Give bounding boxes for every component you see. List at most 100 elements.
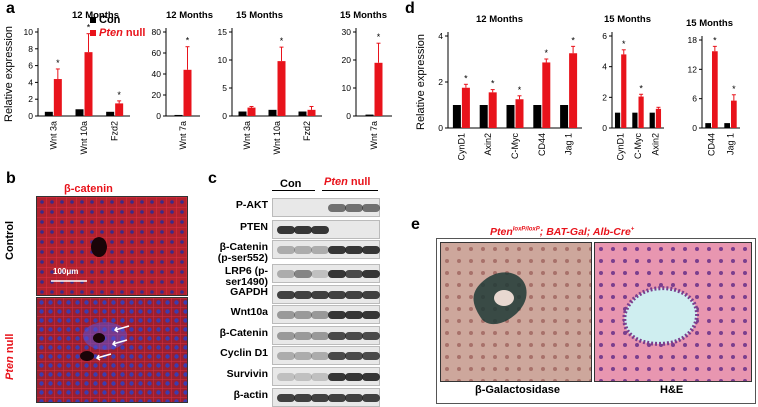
blot-band (362, 270, 380, 278)
blot-label: β-Catenin (219, 327, 268, 339)
y-tick-label: 40 (152, 69, 162, 79)
blot-strip (272, 285, 380, 304)
blot-band (277, 332, 295, 340)
x-tick-label: Wnt 7a (178, 121, 188, 150)
blot-label: β-actin (233, 389, 268, 401)
blot-strip (272, 346, 380, 365)
blot-band (311, 373, 329, 381)
y-tick-label: 60 (152, 48, 162, 58)
x-tick-label: Wnt 7a (369, 121, 379, 150)
panel-b-row-pten-rest: null (4, 333, 16, 357)
y-tick-label: 30 (342, 27, 352, 37)
bar-pten (84, 52, 93, 116)
blot-label: Survivin (226, 368, 268, 380)
legend-con-swatch (90, 17, 96, 23)
blot-pten-bracket (322, 190, 378, 191)
chart-a-3: 15 Months 0 10 20 30 * Wnt 7a (340, 10, 392, 150)
blot-band (277, 394, 295, 402)
pten-duct (93, 333, 105, 343)
blot-band (345, 394, 363, 402)
significance-mark: * (87, 23, 91, 33)
blot-band (345, 332, 363, 340)
blot-band (311, 246, 329, 254)
panel-b-row-pten: Pten null (4, 334, 16, 380)
bar-pten (53, 79, 62, 116)
panel-label-d: d (405, 0, 415, 17)
y-tick-label: 10 (218, 55, 228, 65)
panel-label-c: c (208, 170, 217, 187)
x-tick-label: CynD1 (456, 133, 466, 161)
blot-col-pten-rest: null (347, 176, 371, 188)
genotype-pten: Pten (490, 226, 513, 238)
bar-con (705, 123, 711, 128)
blot-col-pten: Pten null (324, 176, 370, 188)
he-texture (595, 243, 751, 381)
blot-band (328, 332, 346, 340)
y-tick-label: 5 (222, 83, 227, 93)
x-tick-label: Axin2 (650, 133, 660, 156)
bar-con (560, 105, 569, 128)
y-tick-label: 20 (152, 90, 162, 100)
legend-pten-swatch (90, 30, 96, 36)
genotype-sup2: + (630, 226, 635, 233)
panel-b-row-control: Control (4, 220, 16, 260)
bar-con (533, 105, 542, 128)
bar-pten (621, 54, 627, 128)
bar-pten (247, 107, 256, 116)
blot-band (345, 291, 363, 299)
blot-band (294, 246, 312, 254)
bar-con (268, 109, 277, 116)
micrograph-he (594, 242, 752, 382)
chart-d-6: 15 Months 0 6 12 18 * CD44 * Jag 1 (686, 18, 740, 156)
significance-mark: * (464, 73, 468, 83)
micrograph-pten-texture (37, 298, 187, 402)
blot-label: LRP6 (p-ser1490) (224, 265, 268, 288)
genotype-rest: ; BAT-Gal; Alb-Cre (539, 226, 631, 238)
y-tick-label: 6 (28, 61, 33, 71)
blot-band (277, 352, 295, 360)
y-tick-label: 2 (438, 77, 443, 87)
blot-band (294, 373, 312, 381)
panel-label-b: b (6, 170, 16, 187)
significance-mark: * (713, 35, 717, 45)
blot-band (328, 204, 346, 212)
arrow-1 (113, 325, 130, 333)
blot-label: Cyclin D1 (220, 347, 268, 359)
bar-con (614, 112, 621, 128)
x-tick-label: Jag 1 (564, 133, 574, 155)
beta-gal-texture (441, 243, 591, 381)
he-lumen (624, 288, 698, 344)
bar-con (506, 105, 515, 128)
chart-d-4: 12 Months Relative expression 0 2 4 * CynD1 * Ax… (415, 14, 582, 161)
y-tick-label: 0 (438, 123, 443, 133)
y-axis-label: Relative expression (415, 34, 427, 130)
bar-pten (515, 99, 524, 128)
panel-b-row-pten-italic: Pten (4, 356, 16, 380)
y-tick-label: 10 (24, 27, 34, 37)
y-tick-label: 0 (156, 111, 161, 121)
y-tick-label: 15 (218, 27, 228, 37)
x-tick-label: Axin2 (483, 133, 493, 156)
significance-mark: * (117, 90, 121, 100)
bar-pten (542, 62, 551, 129)
y-tick-label: 80 (152, 27, 162, 37)
y-tick-label: 4 (438, 31, 443, 41)
blot-label: GAPDH (230, 286, 268, 298)
blot-band (277, 226, 295, 234)
chart-title: 15 Months (236, 10, 283, 21)
x-tick-label: CD44 (537, 133, 547, 156)
blot-band (345, 311, 363, 319)
significance-mark: * (186, 36, 190, 46)
chart-title: 15 Months (604, 14, 651, 25)
blot-strip (272, 388, 380, 407)
scale-bar-label: 100μm (53, 267, 79, 276)
blot-band (328, 373, 346, 381)
bar-pten (115, 103, 124, 116)
significance-mark: * (56, 58, 60, 68)
significance-mark: * (491, 79, 495, 89)
micrograph-control: 100μm (36, 196, 188, 296)
blot-band (277, 246, 295, 254)
blot-label: β-Catenin (p-ser552) (217, 241, 268, 264)
y-tick-label: 18 (688, 35, 698, 45)
blot-band (328, 311, 346, 319)
